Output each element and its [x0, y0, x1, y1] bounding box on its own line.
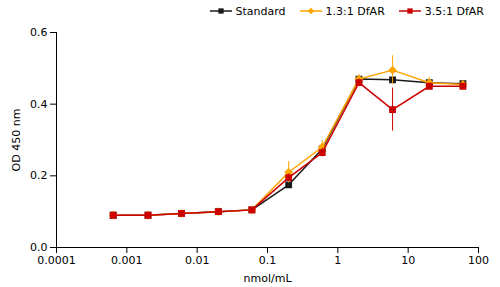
svg-text:0.2: 0.2	[30, 169, 48, 182]
html-text:Standard: Standard	[235, 4, 286, 18]
html-text:3.5:1 DfAR: 3.5:1 DfAR	[424, 4, 484, 18]
svg-text:0.0: 0.0	[30, 241, 48, 254]
svg-text:0.1: 0.1	[259, 254, 277, 267]
svg-text:0.01: 0.01	[185, 254, 210, 267]
svg-text:1: 1	[334, 254, 341, 267]
svg-text:0.001: 0.001	[111, 254, 143, 267]
svg-text:OD 450 nm: OD 450 nm	[10, 109, 23, 172]
svg-text:0.0001: 0.0001	[37, 254, 76, 267]
html-text:1.3:1 DfAR: 1.3:1 DfAR	[325, 4, 385, 18]
svg-text:0.4: 0.4	[30, 98, 48, 111]
svg-text:100: 100	[468, 254, 489, 267]
svg-text:10: 10	[401, 254, 415, 267]
svg-text:0.6: 0.6	[30, 26, 48, 39]
svg-text:nmol/mL: nmol/mL	[243, 272, 292, 285]
